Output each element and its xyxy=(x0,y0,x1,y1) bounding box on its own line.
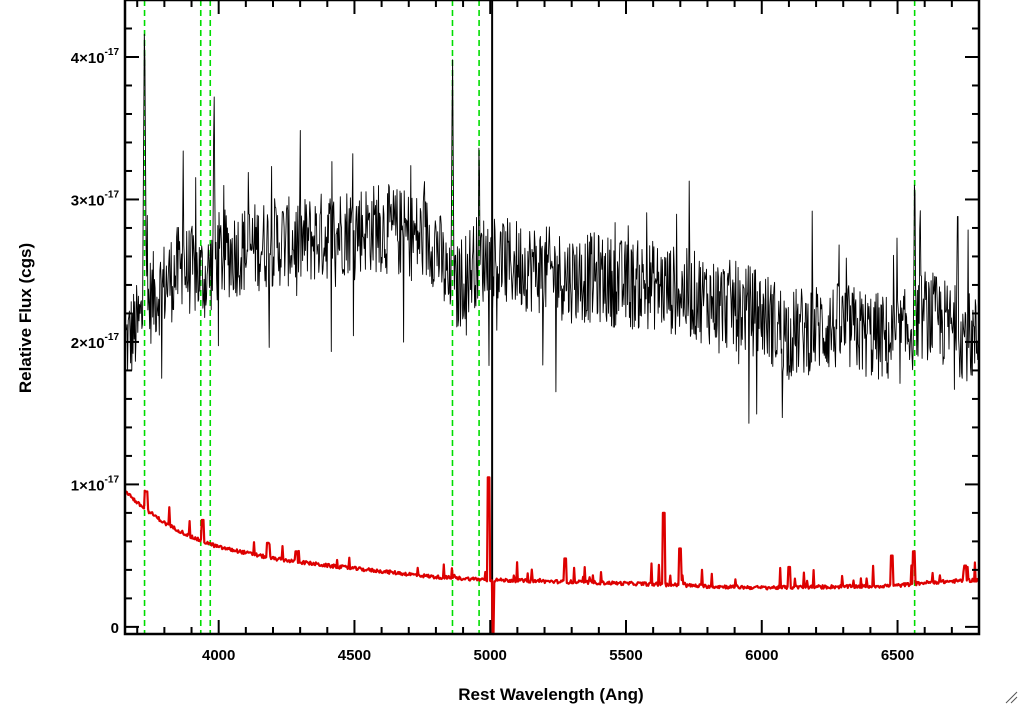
x-tick-label: 5000 xyxy=(474,647,507,664)
plot-frame xyxy=(123,0,981,636)
y-tick-labels: 0 1×10-17 2×10-17 3×10-17 4×10-17 xyxy=(71,47,120,637)
error-spectrum-line xyxy=(124,476,980,636)
plot-border xyxy=(123,0,981,636)
x-tick-label: 6000 xyxy=(745,647,778,664)
x-tick-label: 5500 xyxy=(609,647,642,664)
x-axis-title: Rest Wavelength (Ang) xyxy=(458,685,643,704)
y-tick-label: 1×10-17 xyxy=(71,474,120,494)
y-tick-label: 4×10-17 xyxy=(71,47,120,67)
x-tick-labels: 4000 4500 5000 5500 6000 6500 xyxy=(202,647,914,664)
x-tick-label: 4500 xyxy=(338,647,371,664)
resize-grip-icon[interactable] xyxy=(1004,690,1018,704)
data-series xyxy=(124,33,980,636)
x-tick-label: 6500 xyxy=(881,647,914,664)
y-axis-title: Relative Flux (cgs) xyxy=(16,243,35,393)
axis-ticks xyxy=(125,0,980,634)
y-tick-label: 0 xyxy=(111,620,119,637)
y-tick-label: 3×10-17 xyxy=(71,189,120,209)
flux-spectrum-line xyxy=(125,33,979,424)
emission-line-markers xyxy=(143,0,916,634)
y-tick-label: 2×10-17 xyxy=(71,332,120,352)
x-tick-label: 4000 xyxy=(202,647,235,664)
